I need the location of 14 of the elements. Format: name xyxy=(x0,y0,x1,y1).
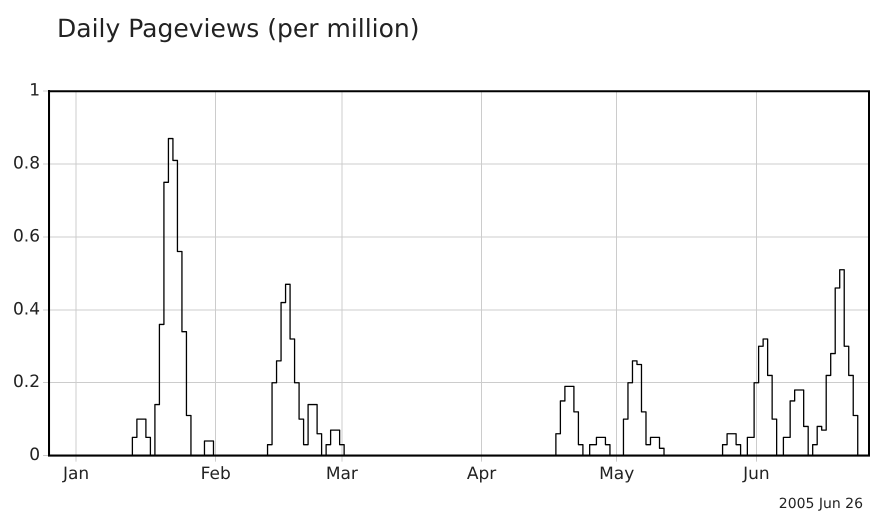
x-tick-label: May xyxy=(599,464,634,484)
y-tick-label: 0.8 xyxy=(12,154,40,174)
chart-title: Daily Pageviews (per million) xyxy=(57,14,420,43)
x-tick-label: Jun xyxy=(742,464,770,484)
y-tick-label: 0.6 xyxy=(12,226,40,246)
x-tick-label: Feb xyxy=(200,464,231,484)
text: 2005 Jun 26 xyxy=(778,496,863,512)
x-tick-label: Mar xyxy=(326,464,358,484)
y-tick-label: 0.4 xyxy=(12,299,40,320)
y-tick-label: 1 xyxy=(29,80,40,101)
y-tick-label: 0 xyxy=(29,445,40,466)
x-tick-label: Jan xyxy=(62,464,90,484)
y-tick-label: 0.2 xyxy=(12,372,40,392)
x-tick-label: Apr xyxy=(466,464,496,484)
